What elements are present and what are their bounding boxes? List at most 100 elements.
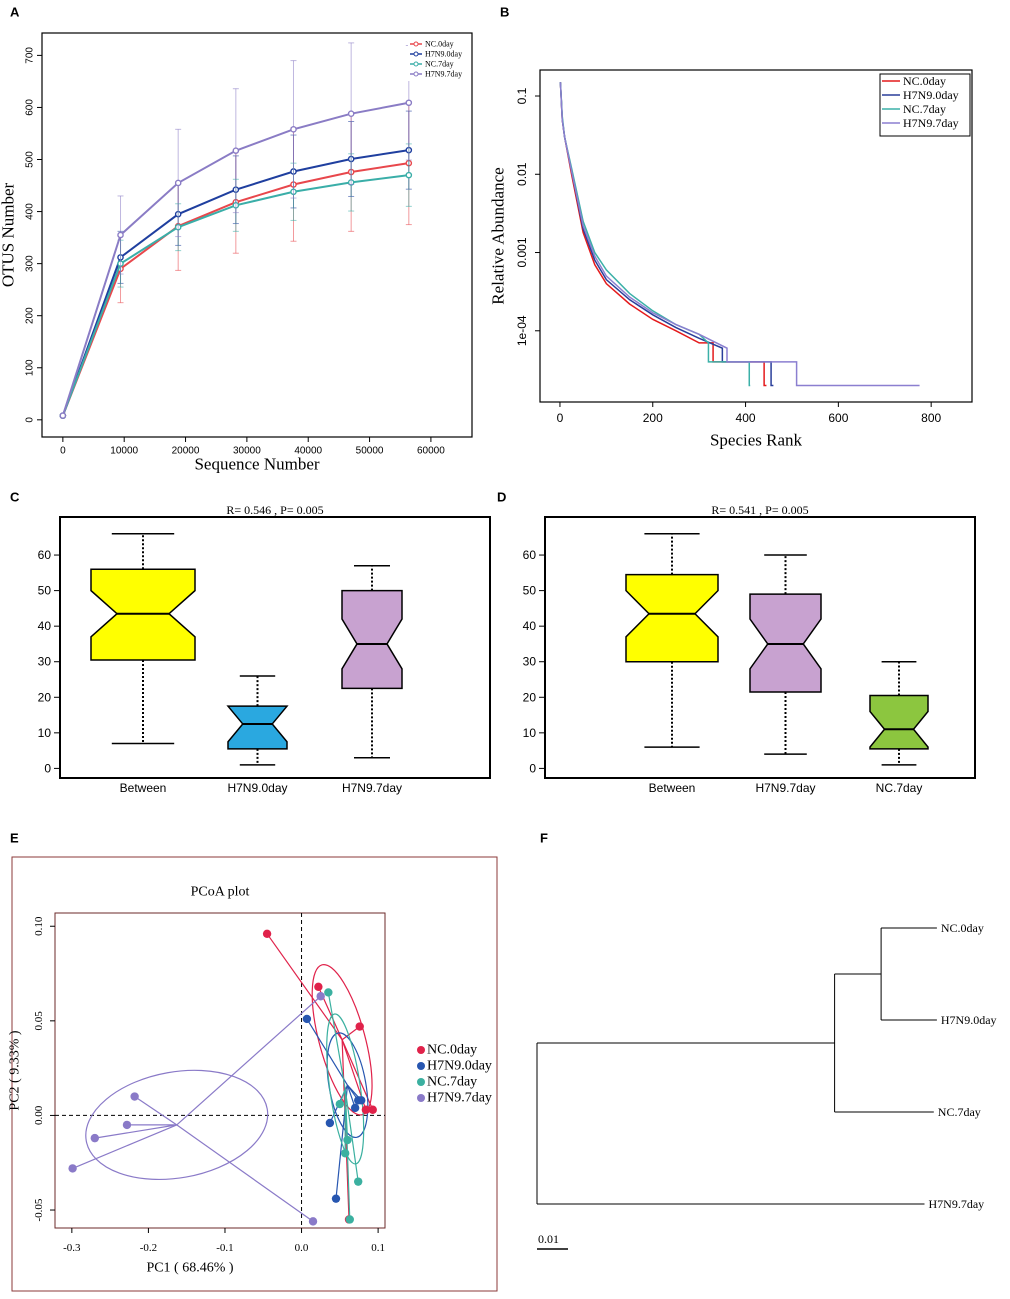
plot-frame <box>539 69 973 403</box>
x-tick-label: 20000 <box>172 446 200 457</box>
x-tick-label: H7N9.7day <box>755 781 815 795</box>
legend-label: NC.7day <box>427 1075 477 1090</box>
x-tick-label: Between <box>649 781 696 795</box>
x-tick-label: H7N9.0day <box>227 781 287 795</box>
leaf-label: H7N9.0day <box>941 1013 997 1027</box>
point <box>355 1022 364 1031</box>
y-tick-label: 300 <box>25 255 36 272</box>
y-tick-label: 0.01 <box>515 162 529 186</box>
point <box>361 1105 371 1114</box>
panel-letter: F <box>540 831 548 846</box>
point <box>262 929 272 939</box>
point <box>68 1164 77 1173</box>
plot-frame <box>41 32 473 438</box>
legend-marker <box>417 1062 425 1070</box>
spider-line <box>176 1124 314 1222</box>
box <box>869 694 929 750</box>
y-tick-label: 60 <box>523 548 537 562</box>
legend-box <box>879 73 971 137</box>
legend-label: H7N9.0day <box>425 50 462 59</box>
y-tick-label: 0.05 <box>33 1011 45 1031</box>
confidence-ellipse <box>311 963 373 1116</box>
y-axis-title: Relative Abundance <box>489 167 508 304</box>
point <box>331 1194 341 1203</box>
y-tick-label: 1e-04 <box>515 315 529 346</box>
legend-marker <box>413 51 419 57</box>
y-tick-label: 40 <box>523 619 537 633</box>
y-tick-label: 10 <box>38 726 52 740</box>
point <box>174 179 182 187</box>
legend-marker <box>417 1094 425 1102</box>
chart-title: R= 0.546 , P= 0.005 <box>226 503 323 517</box>
y-tick-label: 0.001 <box>515 237 529 267</box>
x-tick-label: Between <box>120 781 167 795</box>
point <box>357 1096 366 1105</box>
legend-label: H7N9.0day <box>427 1059 492 1074</box>
x-axis-title: PC1 ( 68.46% ) <box>146 1261 233 1276</box>
legend-marker <box>413 41 419 47</box>
x-tick-label: -0.3 <box>63 1242 81 1254</box>
point <box>308 1217 318 1226</box>
point <box>335 1099 345 1109</box>
legend-marker <box>417 1046 425 1054</box>
panel-letter: E <box>10 831 19 846</box>
x-tick-label: 600 <box>828 411 848 425</box>
y-tick-label: 400 <box>25 203 36 220</box>
y-tick-label: 0 <box>529 761 536 775</box>
plot-frame <box>54 912 386 1229</box>
y-tick-label: 0.00 <box>33 1105 45 1125</box>
legend-label: H7N9.7day <box>425 70 462 79</box>
y-tick-label: 30 <box>523 655 537 669</box>
y-tick-label: 500 <box>25 151 36 168</box>
legend-label: NC.7day <box>425 60 454 69</box>
series-line <box>559 82 774 387</box>
y-axis-title: OTUS Number <box>0 182 18 287</box>
y-tick-label: 700 <box>25 47 36 64</box>
point <box>324 988 333 997</box>
y-tick-label: 20 <box>523 690 537 704</box>
panel-frame <box>11 856 498 1292</box>
y-tick-label: 10 <box>523 726 537 740</box>
series-line <box>559 82 920 387</box>
x-axis-title: Sequence Number <box>194 455 319 474</box>
scale-bar-label: 0.01 <box>538 1232 559 1246</box>
point <box>347 110 355 117</box>
point <box>368 1105 377 1114</box>
y-tick-label: 100 <box>25 359 36 376</box>
y-tick-label: 40 <box>38 619 52 633</box>
point <box>325 1118 335 1128</box>
point <box>314 982 323 991</box>
point <box>316 992 325 1001</box>
spider-line <box>266 933 343 1041</box>
leaf-label: H7N9.7day <box>929 1197 985 1211</box>
y-tick-label: -0.05 <box>33 1198 45 1221</box>
series-line <box>559 82 767 387</box>
legend-label: NC.0day <box>903 74 946 88</box>
series-line <box>559 82 751 387</box>
x-axis-title: Species Rank <box>710 431 803 450</box>
y-tick-label: 200 <box>25 307 36 324</box>
x-tick-label: H7N9.7day <box>342 781 402 795</box>
x-tick-label: 800 <box>921 411 941 425</box>
spider-line <box>344 1088 359 1182</box>
y-tick-label: 0 <box>44 761 51 775</box>
chart-title: R= 0.541 , P= 0.005 <box>711 503 808 517</box>
point <box>354 1177 363 1186</box>
point <box>122 1120 132 1130</box>
x-tick-label: 30000 <box>233 446 261 457</box>
legend-label: H7N9.7day <box>427 1091 492 1106</box>
panel-letter: C <box>10 490 20 505</box>
panel-letter: D <box>497 490 506 505</box>
x-tick-label: NC.7day <box>876 781 923 795</box>
y-tick-label: 50 <box>523 584 537 598</box>
legend-marker <box>417 1078 425 1086</box>
y-tick-label: 20 <box>38 690 52 704</box>
legend-label: NC.7day <box>903 102 946 116</box>
leaf-label: NC.7day <box>938 1105 981 1119</box>
x-tick-label: 0 <box>60 446 66 457</box>
y-tick-label: 50 <box>38 584 52 598</box>
point <box>90 1133 100 1143</box>
y-tick-label: 30 <box>38 655 52 669</box>
y-tick-label: 600 <box>25 99 36 116</box>
point <box>290 126 297 133</box>
